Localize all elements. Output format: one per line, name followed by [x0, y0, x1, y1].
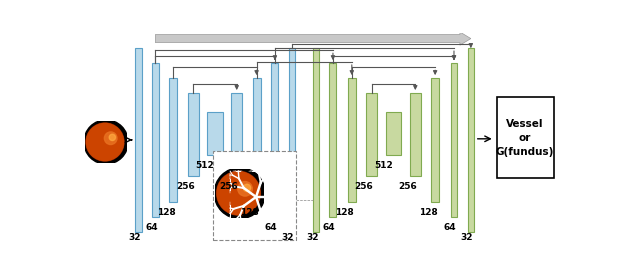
Bar [451, 63, 458, 217]
Bar [231, 93, 242, 176]
Text: 128: 128 [157, 208, 175, 217]
Bar [289, 48, 295, 232]
Text: 256: 256 [398, 182, 417, 191]
Bar [152, 63, 159, 217]
Text: 32: 32 [461, 233, 473, 242]
Bar [468, 48, 474, 232]
Bar [497, 97, 554, 178]
Text: 64: 64 [444, 223, 456, 232]
Text: 128: 128 [240, 208, 259, 217]
Text: 64: 64 [265, 223, 277, 232]
Bar [385, 112, 401, 155]
Text: 512: 512 [196, 161, 214, 170]
Polygon shape [156, 32, 471, 45]
Bar [366, 93, 377, 176]
Bar [348, 78, 356, 202]
Bar [330, 63, 337, 217]
Bar [188, 93, 198, 176]
Bar [213, 151, 296, 240]
Text: 32: 32 [282, 233, 294, 242]
Text: 32: 32 [306, 233, 318, 242]
Text: 128: 128 [419, 208, 438, 217]
Bar [410, 93, 420, 176]
Text: 256: 256 [220, 182, 238, 191]
Text: 64: 64 [145, 223, 157, 232]
Bar [271, 63, 278, 217]
Text: 256: 256 [355, 182, 373, 191]
Bar [135, 48, 141, 232]
Bar [313, 48, 319, 232]
Text: 256: 256 [176, 182, 195, 191]
Text: 512: 512 [374, 161, 393, 170]
Text: 128: 128 [335, 208, 354, 217]
Bar [253, 78, 260, 202]
Bar [207, 112, 223, 155]
Text: Vessel
or
G(fundus): Vessel or G(fundus) [496, 119, 554, 157]
Text: 32: 32 [128, 233, 141, 242]
Bar [431, 78, 439, 202]
Bar [169, 78, 177, 202]
Text: 64: 64 [323, 223, 335, 232]
